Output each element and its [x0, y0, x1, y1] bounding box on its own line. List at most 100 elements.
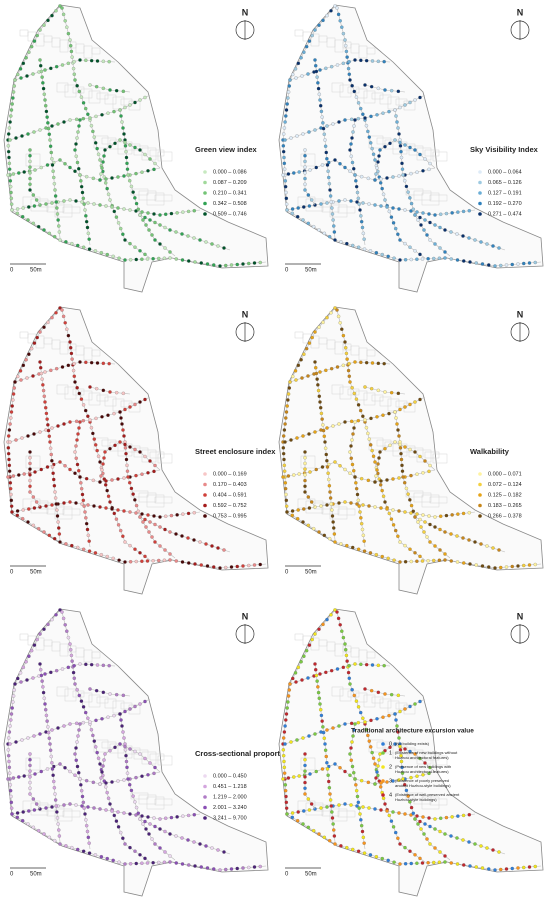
legend-description: Huzhou architectural features) [395, 769, 449, 774]
street-point [485, 242, 489, 246]
street-point [51, 773, 55, 777]
street-point [29, 648, 34, 653]
street-point [9, 108, 14, 112]
street-point [6, 475, 10, 479]
street-point [77, 469, 81, 473]
street-point [303, 752, 307, 756]
building-block [368, 135, 384, 149]
street-point [29, 346, 34, 351]
street-point [128, 445, 132, 449]
scale-end: 50m [305, 268, 317, 274]
street-point [136, 811, 140, 815]
building-block [395, 98, 408, 106]
street-point [284, 492, 288, 497]
street-point [20, 134, 24, 138]
street-point [373, 178, 377, 182]
building-block [130, 188, 149, 196]
street-point [303, 758, 307, 762]
street-point [415, 814, 419, 818]
street-point [353, 475, 357, 479]
legend-description: ancient Huzhou-style buildings) [395, 783, 451, 788]
street-point [317, 23, 321, 27]
street-point [467, 236, 471, 240]
street-point [9, 190, 13, 195]
street-point [352, 728, 356, 732]
street-point [491, 848, 495, 852]
street-point [153, 540, 157, 544]
street-point [408, 245, 412, 249]
street-point [373, 762, 377, 766]
building-block [22, 196, 41, 207]
building-block [294, 633, 304, 641]
street-point [168, 250, 172, 254]
street-point [94, 84, 99, 89]
street-point [330, 206, 334, 210]
street-point [376, 388, 381, 393]
legend-swatch [203, 493, 207, 497]
street-point [107, 59, 111, 64]
street-point [295, 516, 300, 521]
street-point [308, 772, 312, 776]
street-point [86, 414, 90, 418]
street-point [108, 692, 112, 696]
street-point [356, 705, 361, 709]
street-point [303, 780, 307, 785]
legend-swatch [478, 191, 482, 195]
street-point [53, 792, 57, 796]
street-point [16, 72, 20, 77]
street-point [153, 522, 157, 527]
street-point [302, 809, 306, 813]
street-point [39, 366, 43, 370]
street-point [284, 410, 289, 414]
street-point [9, 806, 14, 810]
street-point [425, 535, 429, 539]
street-point [403, 812, 407, 816]
street-point [45, 163, 50, 167]
street-point [134, 813, 138, 817]
street-point [313, 662, 317, 666]
building-block [149, 753, 165, 761]
building-block [337, 206, 356, 214]
street-point [375, 717, 379, 721]
street-point [105, 790, 109, 795]
street-point [403, 258, 408, 262]
street-point [361, 503, 365, 507]
street-point [421, 211, 425, 215]
legend-swatch [203, 503, 207, 508]
street-point [328, 188, 332, 192]
street-point [359, 662, 363, 667]
street-point [527, 261, 532, 265]
street-point [33, 772, 37, 776]
street-point [326, 773, 330, 777]
street-point [41, 685, 45, 689]
street-point [62, 120, 66, 124]
street-point [104, 808, 108, 812]
street-point [144, 223, 148, 227]
street-point [39, 165, 43, 170]
building-block [91, 651, 101, 659]
street-point [375, 166, 379, 170]
street-point [398, 105, 402, 110]
street-point [131, 190, 135, 194]
building-block [88, 90, 101, 104]
legend-title: Cross-sectional proportion [195, 749, 292, 758]
street-point [89, 58, 94, 63]
building-block [387, 398, 400, 412]
street-point [198, 842, 202, 846]
street-point [141, 520, 145, 524]
street-point [303, 456, 307, 460]
street-point [143, 756, 147, 761]
street-point [307, 643, 312, 647]
building-block [329, 808, 348, 822]
street-point [15, 211, 20, 216]
street-point [391, 523, 396, 527]
building-block [297, 800, 316, 811]
street-point [284, 498, 289, 503]
street-point [104, 785, 108, 789]
street-point [370, 361, 375, 365]
street-point [121, 836, 125, 840]
street-point [381, 715, 385, 719]
street-point [193, 260, 197, 264]
street-point [199, 563, 203, 567]
street-point [76, 847, 80, 852]
